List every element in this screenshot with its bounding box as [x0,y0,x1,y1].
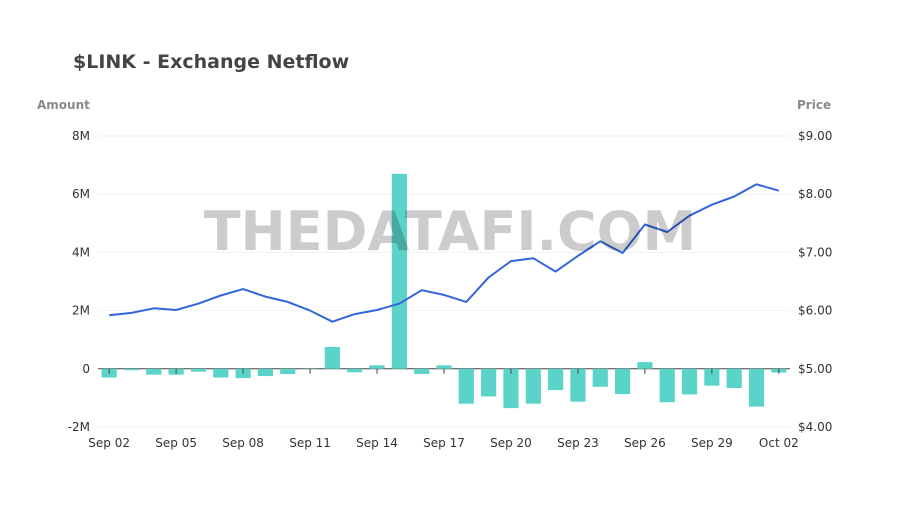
netflow-bar [324,346,340,369]
left-tick-label: 6M [72,187,90,201]
right-tick-label: $7.00 [798,245,832,259]
netflow-bar [347,368,363,373]
netflow-bar [123,368,140,371]
watermark: THEDATAFI.COM [204,200,697,263]
right-tick-label: $8.00 [798,187,832,201]
netflow-bar [659,368,675,403]
x-tick-label: Sep 17 [423,436,465,450]
left-tick-label: 0 [82,362,90,376]
netflow-bar [280,368,296,375]
chart-title: $LINK - Exchange Netflow [73,51,350,73]
left-axis-label: Amount [37,98,90,112]
netflow-bar [436,365,452,369]
x-tick-label: Sep 05 [155,436,197,450]
right-tick-label: $6.00 [798,304,832,318]
netflow-bar [458,368,474,404]
x-tick-label: Sep 20 [490,436,532,450]
netflow-bar [190,368,207,372]
x-tick-label: Sep 29 [691,436,733,450]
x-tick-label: Sep 14 [356,436,398,450]
netflow-bar [503,368,519,409]
netflow-bar [570,368,586,402]
axes: -2M 0 2M 4M 6M 8M $4.00 $5.00 $6.00 $7.00 $8.00 $9.… [68,129,833,450]
netflow-bar [726,368,742,389]
left-tick-label: 2M [72,304,90,318]
netflow-bar [146,368,162,375]
price-line [109,183,780,323]
netflow-bar [592,368,608,387]
netflow-bar [213,368,229,378]
netflow-bar [481,368,497,397]
netflow-bar [614,368,631,395]
left-tick-label: -2M [68,420,90,434]
left-tick-label: 4M [72,245,90,259]
right-tick-label: $5.00 [798,362,832,376]
netflow-bar [525,368,541,404]
x-tick-label: Sep 08 [222,436,264,450]
x-tick-label: Sep 11 [289,436,331,450]
right-tick-label: $9.00 [798,129,832,143]
netflow-bar [369,365,385,369]
x-tick-label: Sep 02 [88,436,130,450]
x-tick-label: Sep 23 [557,436,599,450]
netflow-bar [414,368,430,375]
netflow-bar [548,368,564,391]
right-tick-label: $4.00 [798,420,832,434]
netflow-bar [704,368,720,386]
x-tick-label: Oct 02 [759,436,799,450]
netflow-bar [391,173,407,369]
right-axis-label: Price [797,98,832,112]
left-tick-label: 8M [72,129,90,143]
line-series [109,183,780,323]
x-tick-label: Sep 26 [624,436,666,450]
netflow-bar [681,368,698,395]
netflow-bar [637,362,653,369]
netflow-bar [748,368,765,407]
netflow-bar [257,368,274,377]
